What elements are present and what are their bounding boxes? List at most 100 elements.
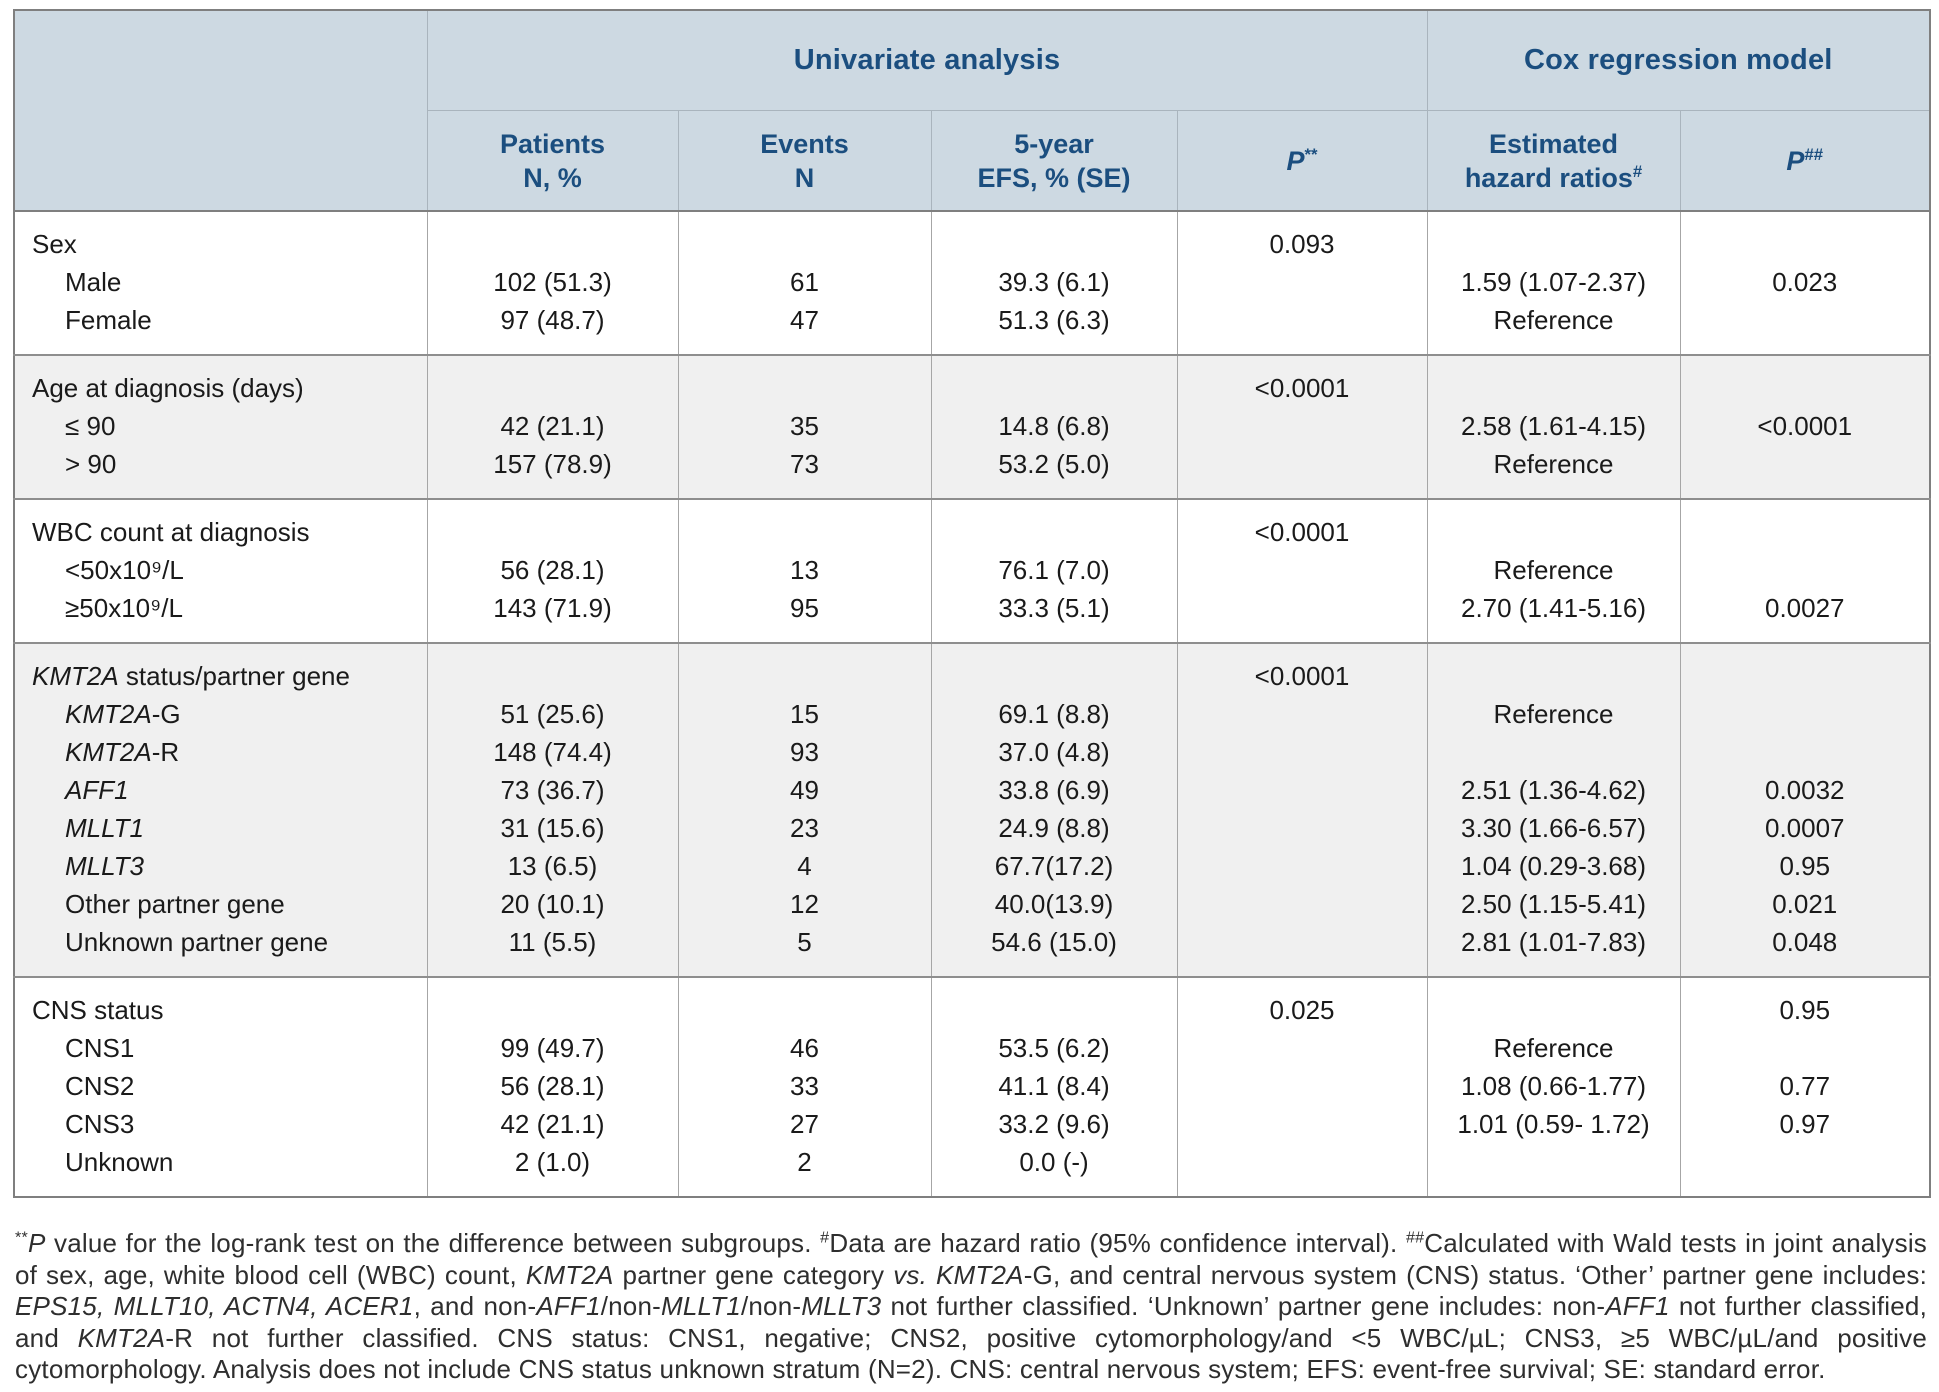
cell-patients: 42 (21.1) xyxy=(426,1105,679,1143)
cell-label: CNS3 xyxy=(14,1105,428,1143)
cell-p-cox: 0.048 xyxy=(1679,923,1930,977)
cell-patients: 2 (1.0) xyxy=(426,1143,679,1197)
cell-label: WBC count at diagnosis xyxy=(14,499,428,551)
cell-patients: 13 (6.5) xyxy=(426,847,679,885)
cell-hazard-ratio: 1.01 (0.59- 1.72) xyxy=(1426,1105,1681,1143)
cell-hazard-ratio: 3.30 (1.66-6.57) xyxy=(1426,809,1681,847)
cell-p-univariate xyxy=(1176,263,1428,301)
cell-label: Unknown partner gene xyxy=(14,923,428,977)
col-header-patients-line2: N, % xyxy=(523,162,582,193)
table-row: CNS1 99 (49.7) 46 53.5 (6.2) Reference xyxy=(14,1029,1930,1067)
cell-p-cox xyxy=(1679,499,1930,551)
cell-patients: 11 (5.5) xyxy=(426,923,679,977)
cell-p-cox xyxy=(1679,355,1930,407)
cell-efs: 40.0(13.9) xyxy=(930,885,1178,923)
cell-p-cox: 0.021 xyxy=(1679,885,1930,923)
cell-p-univariate: <0.0001 xyxy=(1176,499,1428,551)
cell-p-univariate xyxy=(1176,1143,1428,1197)
col-header-p-univariate: P** xyxy=(1176,110,1428,212)
cell-events: 35 xyxy=(677,407,932,445)
cell-efs xyxy=(930,211,1178,263)
cell-label: <50x10⁹/L xyxy=(14,551,428,589)
table-row: <50x10⁹/L 56 (28.1) 13 76.1 (7.0) Reference xyxy=(14,551,1930,589)
cell-patients: 157 (78.9) xyxy=(426,445,679,499)
cell-events: 13 xyxy=(677,551,932,589)
cell-events: 5 xyxy=(677,923,932,977)
cell-label: CNS1 xyxy=(14,1029,428,1067)
cell-p-cox xyxy=(1679,695,1930,733)
cell-hazard-ratio xyxy=(1426,977,1681,1029)
cell-events xyxy=(677,643,932,695)
p-cox-superscript: ## xyxy=(1804,144,1824,164)
cell-patients: 20 (10.1) xyxy=(426,885,679,923)
section-sex: Sex 0.093 Male 102 (51.3) 61 39.3 (6.1) 1.59 (… xyxy=(14,211,1930,355)
cell-patients: 143 (71.9) xyxy=(426,589,679,643)
cell-p-cox: 0.023 xyxy=(1679,263,1930,301)
col-header-hr-line2: hazard ratios# xyxy=(1464,161,1643,193)
col-header-p-cox: P## xyxy=(1679,110,1931,212)
cell-p-cox xyxy=(1679,733,1930,771)
p-univariate-label: P xyxy=(1286,145,1305,176)
cell-p-cox xyxy=(1679,551,1930,589)
table-row: Male 102 (51.3) 61 39.3 (6.1) 1.59 (1.07-2.3… xyxy=(14,263,1930,301)
cell-events: 23 xyxy=(677,809,932,847)
cell-p-cox xyxy=(1679,445,1930,499)
univariate-group-header: Univariate analysis xyxy=(426,9,1428,111)
cell-label: Male xyxy=(14,263,428,301)
cell-p-cox: 0.0027 xyxy=(1679,589,1930,643)
cell-hazard-ratio: 1.59 (1.07-2.37) xyxy=(1426,263,1681,301)
cell-p-univariate xyxy=(1176,301,1428,355)
cell-p-cox: <0.0001 xyxy=(1679,407,1930,445)
group-header-row: Univariate analysis Cox regression model xyxy=(13,9,1931,212)
cell-hazard-ratio xyxy=(1426,643,1681,695)
table-row: Unknown partner gene 11 (5.5) 5 54.6 (15.0)… xyxy=(14,923,1930,977)
cell-patients: 97 (48.7) xyxy=(426,301,679,355)
table-row: KMT2A-G 51 (25.6) 15 69.1 (8.8) Reference xyxy=(14,695,1930,733)
table-row: MLLT3 13 (6.5) 4 67.7(17.2) 1.04 (0.29-3.68)… xyxy=(14,847,1930,885)
results-table: Univariate analysis Cox regression model… xyxy=(13,9,1931,1198)
col-header-hr-line1: Estimated xyxy=(1488,128,1619,159)
cell-p-univariate xyxy=(1176,1029,1428,1067)
table-row: ≤ 90 42 (21.1) 35 14.8 (6.8) 2.58 (1.61-4.15… xyxy=(14,407,1930,445)
cell-p-univariate xyxy=(1176,445,1428,499)
col-header-efs: 5-year EFS, % (SE) xyxy=(930,110,1178,212)
cell-label: Female xyxy=(14,301,428,355)
cell-events xyxy=(677,211,932,263)
cell-p-univariate xyxy=(1176,551,1428,589)
cell-label: ≥50x10⁹/L xyxy=(14,589,428,643)
cell-hazard-ratio: 1.08 (0.66-1.77) xyxy=(1426,1067,1681,1105)
table-row: Other partner gene 20 (10.1) 12 40.0(13.9) 2… xyxy=(14,885,1930,923)
table-row: Age at diagnosis (days) <0.0001 xyxy=(14,355,1930,407)
cell-events: 27 xyxy=(677,1105,932,1143)
table-row: AFF1 73 (36.7) 49 33.8 (6.9) 2.51 (1.36-4.62… xyxy=(14,771,1930,809)
table-row: Female 97 (48.7) 47 51.3 (6.3) Reference xyxy=(14,301,1930,355)
cell-p-cox xyxy=(1679,1143,1930,1197)
cell-patients: 56 (28.1) xyxy=(426,1067,679,1105)
cell-hazard-ratio: 2.50 (1.15-5.41) xyxy=(1426,885,1681,923)
cell-hazard-ratio xyxy=(1426,733,1681,771)
cell-hazard-ratio xyxy=(1426,211,1681,263)
cell-events xyxy=(677,977,932,1029)
cell-label: Unknown xyxy=(14,1143,428,1197)
cell-p-univariate xyxy=(1176,847,1428,885)
col-header-patients: Patients N, % xyxy=(426,110,679,212)
cell-events: 47 xyxy=(677,301,932,355)
cell-efs xyxy=(930,355,1178,407)
section-kmt2a: KMT2A status/partner gene <0.0001 KMT2A-G 5… xyxy=(14,643,1930,977)
hr-superscript: # xyxy=(1632,161,1643,181)
cell-patients: 102 (51.3) xyxy=(426,263,679,301)
col-header-efs-line2: EFS, % (SE) xyxy=(977,162,1131,193)
cell-p-univariate xyxy=(1176,885,1428,923)
cell-p-univariate xyxy=(1176,923,1428,977)
cell-label: ≤ 90 xyxy=(14,407,428,445)
cell-patients: 51 (25.6) xyxy=(426,695,679,733)
table-row: CNS status 0.025 0.95 xyxy=(14,977,1930,1029)
cell-label: AFF1 xyxy=(14,771,428,809)
col-header-efs-line1: 5-year xyxy=(1014,128,1094,159)
cell-efs xyxy=(930,977,1178,1029)
col-header-patients-line1: Patients xyxy=(499,128,606,159)
cell-p-univariate xyxy=(1176,733,1428,771)
column-header-row: Patients N, % Events N 5-year EFS, % (SE… xyxy=(14,110,1931,212)
cell-efs: 39.3 (6.1) xyxy=(930,263,1178,301)
cell-p-univariate: 0.093 xyxy=(1176,211,1428,263)
